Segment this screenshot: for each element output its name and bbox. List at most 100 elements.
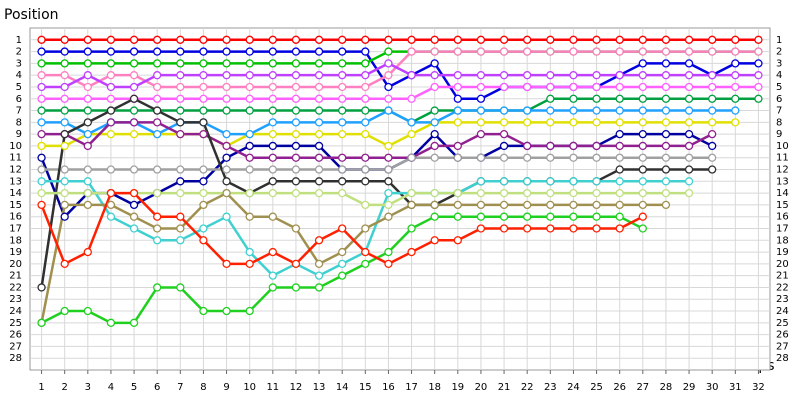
point: [199, 82, 208, 92]
point: [569, 153, 578, 162]
point: [476, 47, 486, 56]
point: [499, 47, 509, 56]
point: [615, 153, 624, 162]
y-tick-label: 20: [9, 259, 22, 270]
x-tick-label: 10: [243, 382, 256, 393]
point: [199, 129, 208, 139]
point: [361, 129, 370, 139]
point: [731, 118, 740, 127]
point: [37, 141, 46, 151]
point: [546, 188, 555, 198]
point: [407, 247, 416, 257]
point: [245, 259, 254, 269]
point: [176, 283, 185, 292]
y-tick-label: 6: [16, 94, 22, 105]
point: [453, 35, 462, 44]
point: [361, 71, 370, 80]
point: [638, 141, 647, 151]
point: [338, 188, 347, 198]
point: [384, 153, 393, 162]
point: [245, 306, 254, 316]
point: [314, 82, 324, 92]
point: [361, 177, 370, 186]
point: [638, 82, 647, 92]
y-tick-label-right: 3: [776, 58, 782, 69]
point: [615, 35, 624, 44]
point: [314, 236, 324, 245]
point: [153, 118, 162, 127]
point: [592, 188, 601, 198]
point: [661, 188, 671, 198]
point: [430, 47, 439, 56]
y-tick-label: 9: [16, 129, 22, 140]
point: [453, 141, 462, 151]
point: [291, 94, 301, 103]
point: [153, 59, 162, 68]
point: [638, 224, 647, 233]
point: [546, 224, 555, 233]
point: [615, 94, 624, 103]
point: [453, 153, 462, 162]
point: [106, 200, 116, 210]
point: [754, 71, 763, 80]
point: [684, 129, 694, 139]
point: [338, 153, 347, 162]
point: [314, 47, 324, 56]
point: [268, 271, 277, 280]
point: [291, 283, 301, 292]
point: [129, 224, 139, 233]
y-tick-label-right: 4: [776, 70, 782, 81]
point: [222, 94, 231, 103]
point: [60, 129, 69, 139]
point: [569, 35, 578, 44]
point: [37, 106, 46, 115]
point: [129, 82, 139, 92]
point: [176, 212, 185, 221]
point: [523, 106, 532, 115]
point: [638, 165, 647, 174]
point: [222, 71, 231, 80]
y-tick-label-right: 1: [776, 35, 782, 46]
point: [314, 165, 324, 174]
point: [314, 283, 324, 292]
point: [407, 94, 416, 103]
point: [314, 259, 324, 269]
point: [430, 200, 439, 210]
point: [615, 118, 624, 127]
point: [60, 188, 69, 198]
point: [314, 188, 324, 198]
point: [291, 82, 301, 92]
point: [245, 212, 254, 221]
point: [268, 82, 277, 92]
point: [684, 71, 694, 80]
point: [268, 129, 277, 139]
y-tick-label-right: 10: [776, 141, 789, 152]
point: [37, 200, 46, 210]
point: [615, 200, 624, 210]
point: [684, 82, 694, 92]
point: [638, 188, 647, 198]
point: [476, 177, 486, 186]
point: [592, 106, 601, 115]
x-tick-label: 19: [451, 382, 464, 393]
point: [384, 47, 393, 56]
point: [129, 318, 139, 327]
point: [499, 153, 509, 162]
point: [592, 141, 601, 151]
y-tick-label-right: 24: [776, 306, 789, 317]
point: [407, 118, 416, 127]
point: [291, 47, 301, 56]
y-tick-label-right: 11: [776, 153, 789, 164]
point: [153, 47, 162, 56]
point: [60, 177, 69, 186]
point: [754, 59, 763, 68]
point: [407, 129, 416, 139]
point: [546, 212, 555, 221]
point: [638, 35, 647, 44]
point: [199, 94, 208, 103]
point: [37, 47, 46, 56]
x-tick-label: 7: [177, 382, 183, 393]
point: [661, 129, 671, 139]
point: [83, 118, 92, 127]
point: [661, 71, 671, 80]
